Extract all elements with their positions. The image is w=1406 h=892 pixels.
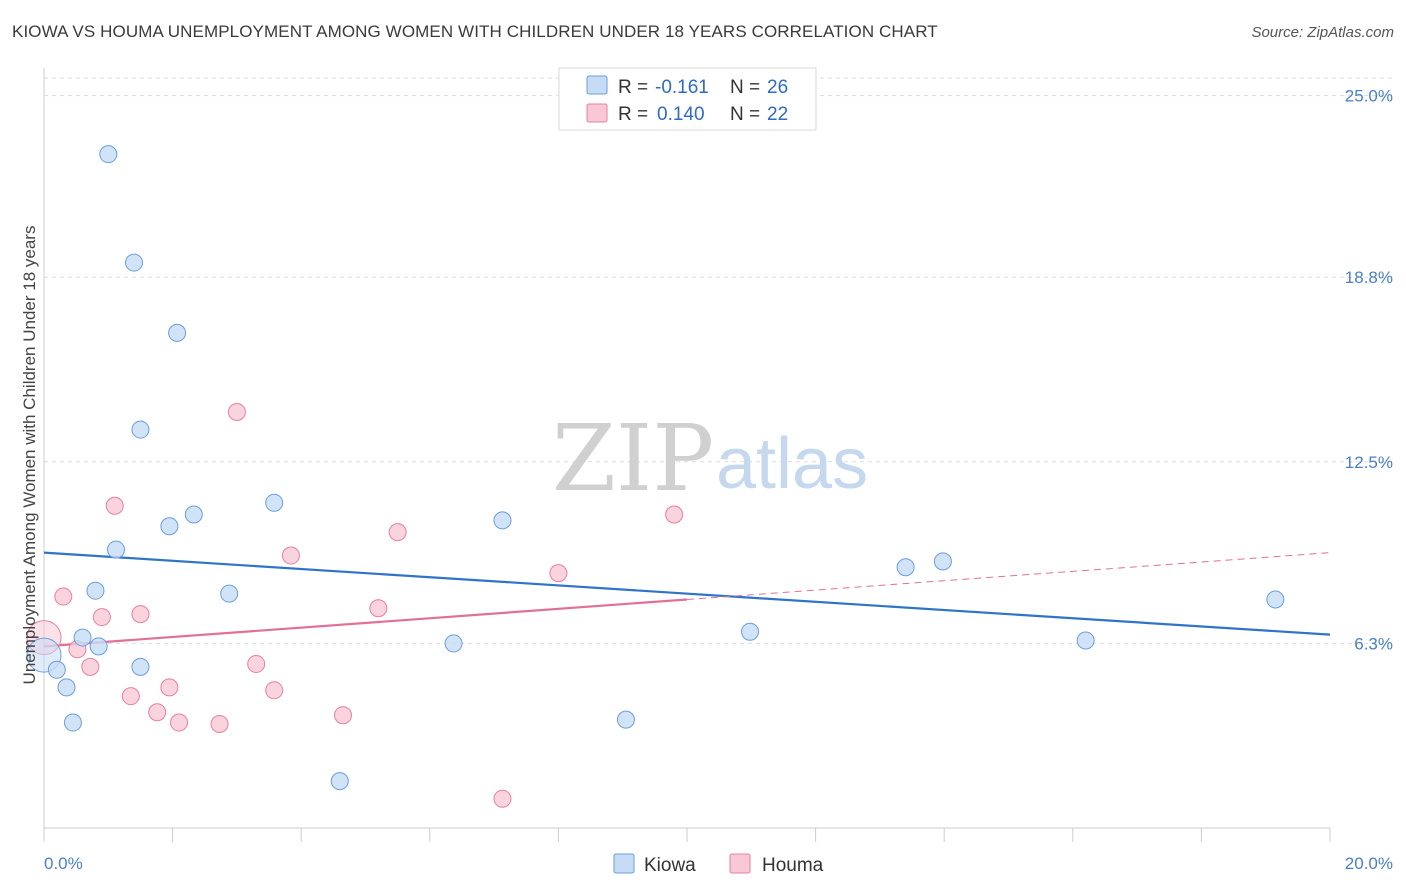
data-point-kiowa [896, 558, 915, 577]
legend-r-value-houma: 0.140 [657, 104, 705, 125]
data-point-houma [665, 505, 684, 524]
watermark-atlas: atlas [716, 424, 868, 504]
chart-title: KIOWA VS HOUMA UNEMPLOYMENT AMONG WOMEN … [12, 22, 938, 41]
y-tick-label: 12.5% [1345, 453, 1393, 472]
data-point-houma [227, 402, 246, 421]
x-tick-labels: 0.0% 20.0% [44, 854, 1393, 873]
data-point-kiowa [131, 420, 150, 439]
bottom-legend-label-houma: Houma [762, 855, 824, 876]
data-point-kiowa [168, 323, 187, 342]
legend-n-label-houma: N = [730, 104, 760, 125]
legend-r-label-houma: R = [618, 104, 648, 125]
data-point-houma [105, 496, 124, 515]
data-point-houma [388, 523, 407, 542]
data-point-houma [493, 789, 512, 808]
trend-line-houma [43, 598, 688, 648]
x-tick-label: 0.0% [44, 854, 83, 873]
legend: R = -0.161 N = 26 R = 0.140 N = 22 [558, 67, 817, 131]
data-point-kiowa [444, 634, 463, 653]
data-point-kiowa [99, 145, 118, 164]
data-point-kiowa [330, 772, 349, 791]
trend-lines [43, 551, 1331, 648]
trend-line-houma-extension [686, 552, 1331, 600]
bottom-legend-swatch-houma [729, 853, 751, 874]
data-point-kiowa [107, 540, 126, 559]
bottom-legend-label-kiowa: Kiowa [644, 855, 696, 876]
data-point-houma [81, 657, 100, 676]
legend-r-value-kiowa: -0.161 [655, 77, 709, 98]
data-point-houma [131, 605, 150, 624]
y-axis-label: Unemployment Among Women with Children U… [20, 226, 39, 685]
chart-source: Source: ZipAtlas.com [1251, 24, 1394, 41]
data-point-houma [54, 587, 73, 606]
legend-n-value-kiowa: 26 [767, 77, 788, 98]
data-point-kiowa [125, 253, 144, 272]
data-point-kiowa [63, 713, 82, 732]
legend-n-label-kiowa: N = [730, 77, 760, 98]
x-tick-label: 20.0% [1345, 854, 1393, 873]
watermark: ZIP atlas [552, 405, 868, 512]
legend-r-label-kiowa: R = [618, 77, 648, 98]
bottom-legend: Kiowa Houma [613, 853, 824, 876]
y-tick-label: 6.3% [1354, 634, 1393, 653]
data-point-kiowa [1076, 631, 1095, 650]
data-point-houma [160, 678, 179, 697]
data-point-houma [369, 599, 388, 618]
data-point-houma [148, 703, 167, 722]
data-point-kiowa [160, 517, 179, 536]
data-point-kiowa [616, 710, 635, 729]
data-point-kiowa [89, 637, 108, 656]
data-point-houma [247, 654, 266, 673]
data-point-houma [333, 706, 352, 725]
legend-n-value-houma: 22 [767, 104, 788, 125]
data-point-kiowa [47, 660, 66, 679]
data-point-kiowa [73, 628, 92, 647]
data-point-houma [121, 687, 140, 706]
data-point-kiowa [265, 493, 284, 512]
data-point-kiowa [933, 552, 952, 571]
legend-swatch-houma [586, 103, 608, 123]
y-tick-labels: 25.0% 18.8% 12.5% 6.3% [1345, 87, 1393, 654]
data-point-kiowa [184, 505, 203, 524]
axes [43, 68, 1331, 842]
data-point-kiowa [131, 657, 150, 676]
data-point-houma [281, 546, 300, 565]
data-point-houma [265, 681, 284, 700]
data-point-houma [549, 564, 568, 583]
bottom-legend-swatch-kiowa [613, 853, 635, 874]
data-points [26, 145, 1285, 808]
data-point-kiowa [57, 678, 76, 697]
data-point-kiowa [86, 581, 105, 600]
data-point-kiowa [493, 511, 512, 530]
data-point-kiowa [741, 622, 760, 641]
grid [44, 77, 1392, 644]
data-point-kiowa [220, 584, 239, 603]
legend-swatch-kiowa [586, 75, 608, 95]
y-tick-label: 18.8% [1345, 268, 1393, 287]
trend-line-kiowa [43, 551, 1331, 636]
data-point-houma [170, 713, 189, 732]
y-tick-label: 25.0% [1345, 87, 1393, 106]
data-point-houma [92, 608, 111, 627]
watermark-zip: ZIP [552, 405, 714, 512]
data-point-kiowa [1266, 590, 1285, 609]
data-point-houma [210, 714, 229, 733]
